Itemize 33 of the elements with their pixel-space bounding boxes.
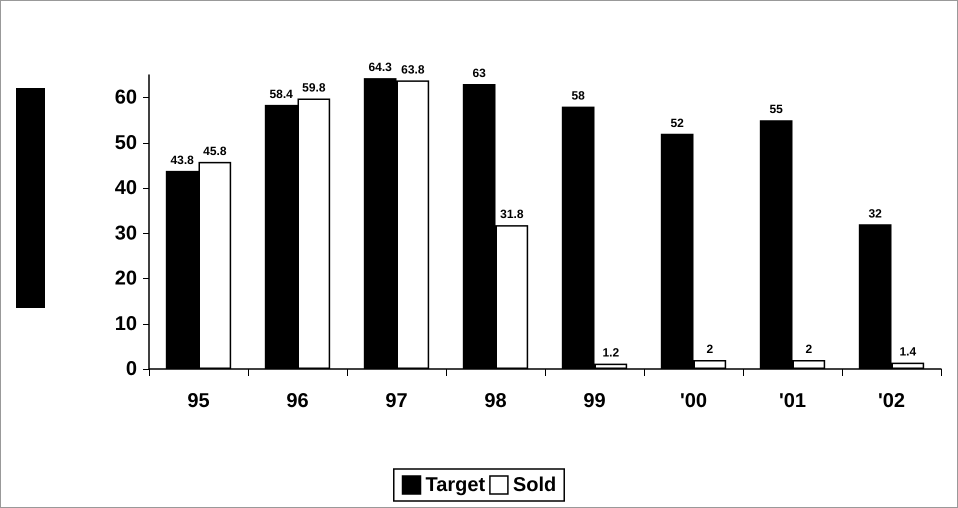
y-tick-label: 10 — [114, 312, 137, 335]
data-label: 52 — [670, 116, 684, 130]
legend-label: Target — [426, 474, 486, 496]
x-tick-label: '01 — [778, 390, 806, 412]
y-tick-label: 20 — [114, 268, 137, 290]
data-label: 32 — [868, 206, 882, 220]
x-tick-label: 98 — [484, 390, 507, 412]
x-tick-label: 95 — [187, 390, 210, 412]
data-label: 43.8 — [170, 152, 194, 167]
y-tick-label: 30 — [114, 222, 137, 244]
data-label: 1.2 — [602, 346, 620, 360]
data-label: 63.8 — [401, 62, 425, 76]
x-tick-label: 96 — [286, 390, 309, 412]
data-label: 45.8 — [203, 144, 227, 158]
x-tick-label: 97 — [385, 390, 408, 412]
data-label: 64.3 — [368, 60, 392, 74]
data-label: 2 — [805, 342, 812, 356]
data-label: 58.4 — [269, 86, 294, 101]
y-tick-label: 0 — [126, 358, 137, 380]
data-label: 1.4 — [899, 344, 916, 359]
y-tick-label: 50 — [114, 132, 137, 154]
data-label: 58 — [571, 88, 586, 103]
data-label: 2 — [706, 342, 714, 356]
y-tick-label: 60 — [114, 86, 137, 109]
data-label: 31.8 — [500, 207, 524, 222]
x-tick-label: '02 — [878, 390, 906, 412]
legend-label: Sold — [512, 474, 556, 496]
data-label: 63 — [472, 66, 486, 80]
data-label: 59.8 — [302, 80, 326, 95]
x-tick-label: 99 — [583, 390, 606, 412]
data-label: 55 — [769, 102, 784, 116]
x-tick-label: '00 — [680, 390, 708, 412]
y-tick-label: 40 — [114, 177, 137, 200]
